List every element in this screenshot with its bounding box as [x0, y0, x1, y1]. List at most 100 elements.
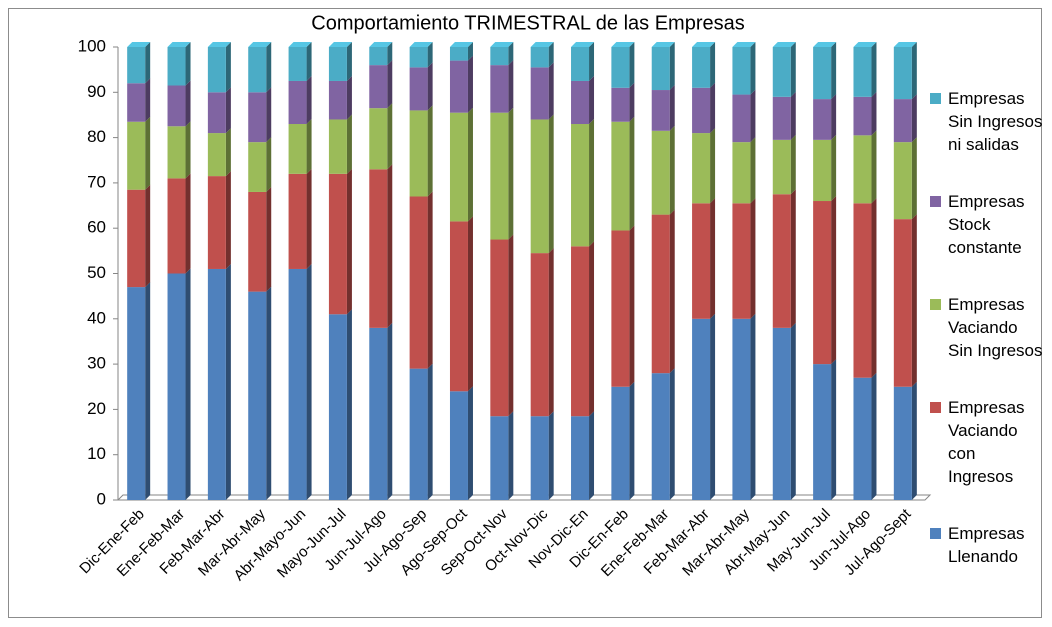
bar — [611, 386, 630, 500]
bar-top — [490, 42, 514, 47]
bar-side — [589, 411, 595, 500]
bar-side — [548, 42, 554, 68]
bar-side — [911, 214, 917, 387]
bar-side — [750, 137, 756, 204]
bar-side — [387, 322, 393, 500]
legend-swatch — [930, 528, 941, 539]
bar — [853, 135, 872, 204]
bar-top — [571, 42, 595, 47]
y-tick-label: 20 — [87, 399, 106, 418]
y-tick-label: 60 — [87, 218, 106, 237]
bar-side — [629, 42, 635, 88]
bar-side — [710, 313, 716, 500]
bar — [732, 142, 751, 204]
bar — [893, 386, 912, 500]
bar — [772, 139, 791, 195]
bar-side — [387, 60, 393, 109]
bar — [692, 318, 711, 500]
bar-side — [346, 114, 352, 174]
bar — [369, 327, 388, 500]
bar — [207, 176, 226, 269]
bar — [692, 47, 711, 88]
bar-side — [669, 42, 675, 91]
bar-side — [790, 189, 796, 328]
bar-top — [167, 42, 191, 47]
bar-top — [409, 42, 433, 47]
legend-item: Empresas Llenando — [930, 522, 1048, 568]
bar — [651, 373, 670, 500]
bar — [490, 112, 509, 240]
bar-top — [853, 42, 877, 47]
bar — [207, 92, 226, 134]
bar — [288, 80, 307, 125]
bar — [409, 368, 428, 500]
bar — [409, 67, 428, 111]
bar — [893, 142, 912, 220]
bar-side — [387, 164, 393, 328]
bar-side — [266, 286, 272, 500]
bar-side — [790, 42, 796, 97]
bar-side — [911, 94, 917, 143]
bar-side — [467, 216, 473, 392]
bar-side — [871, 372, 877, 500]
bar-side — [427, 62, 433, 111]
bar — [328, 47, 347, 81]
bar — [369, 47, 388, 66]
bar-side — [710, 128, 716, 204]
bar-side — [750, 198, 756, 319]
bar-side — [548, 62, 554, 120]
bar-top — [611, 42, 635, 47]
bar-side — [346, 42, 352, 81]
bar-side — [871, 91, 877, 136]
bar-top — [530, 42, 554, 47]
legend-swatch — [930, 196, 941, 207]
bar — [853, 96, 872, 136]
bar — [248, 291, 267, 500]
bar — [288, 124, 307, 174]
bar-side — [346, 309, 352, 500]
bar-side — [427, 363, 433, 500]
bar — [530, 253, 549, 417]
bar — [651, 214, 670, 374]
bar-side — [831, 359, 837, 500]
bar — [449, 60, 468, 113]
bar — [127, 121, 146, 190]
bar — [732, 94, 751, 143]
bar-side — [508, 411, 514, 500]
bar-side — [710, 198, 716, 319]
bar — [328, 119, 347, 174]
chart-title: Comportamiento TRIMESTRAL de las Empresa… — [311, 12, 745, 34]
bar-side — [508, 60, 514, 113]
bar — [207, 133, 226, 177]
bar-side — [669, 85, 675, 131]
y-tick-label: 80 — [87, 127, 106, 146]
bar-side — [548, 114, 554, 254]
bar-side — [185, 42, 191, 86]
bar — [692, 87, 711, 134]
bar — [813, 99, 832, 140]
floor — [117, 494, 932, 501]
bar-top — [207, 42, 231, 47]
bar-side — [508, 42, 514, 66]
bar — [288, 173, 307, 269]
bar-side — [467, 386, 473, 500]
bar — [248, 142, 267, 192]
bar-side — [831, 196, 837, 365]
bar-side — [427, 191, 433, 369]
bar-side — [346, 168, 352, 315]
bar — [490, 65, 509, 113]
bar-side — [508, 234, 514, 417]
bar — [328, 314, 347, 500]
bar — [288, 47, 307, 81]
legend-item: Empresas Vaciando Sin Ingresos — [930, 293, 1048, 362]
y-tick-label: 70 — [87, 172, 106, 191]
bar-side — [831, 42, 837, 100]
bar — [248, 191, 267, 292]
bar — [893, 99, 912, 143]
bar-side — [629, 381, 635, 500]
bar-side — [387, 103, 393, 170]
bar — [732, 318, 751, 500]
bar-side — [871, 42, 877, 97]
